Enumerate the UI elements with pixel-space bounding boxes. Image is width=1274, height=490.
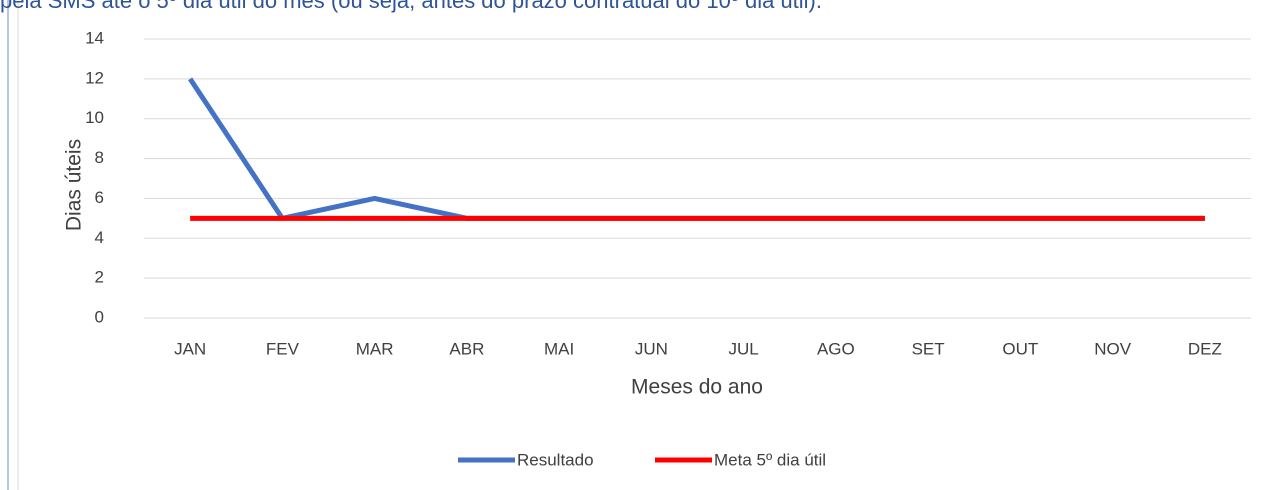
x-tick-label: MAI [544, 339, 574, 358]
x-tick-label: JAN [174, 339, 206, 358]
y-tick-label: 0 [95, 307, 104, 326]
paragraph-text: pela SMS até o 5º dia útil do mês (ou se… [0, 0, 822, 13]
x-tick-label: ABR [449, 339, 484, 358]
y-tick-label: 10 [85, 108, 104, 127]
legend-label: Meta 5º dia útil [714, 450, 826, 469]
x-tick-label: AGO [817, 339, 855, 358]
x-tick-label: OUT [1002, 339, 1038, 358]
x-tick-label: DEZ [1188, 339, 1222, 358]
x-tick-label: SET [912, 339, 945, 358]
y-tick-label: 4 [95, 228, 104, 247]
legend-label: Resultado [517, 450, 594, 469]
y-tick-label: 14 [85, 28, 104, 47]
y-axis-label: Dias úteis [63, 139, 86, 231]
x-tick-label: JUN [635, 339, 668, 358]
y-tick-label: 2 [95, 268, 104, 287]
y-tick-label: 12 [85, 68, 104, 87]
x-tick-label: JUL [729, 339, 759, 358]
y-tick-label: 6 [95, 188, 104, 207]
x-tick-label: MAR [356, 339, 394, 358]
x-axis-label: Meses do ano [631, 376, 763, 399]
x-tick-label: FEV [266, 339, 300, 358]
data-line [188, 77, 1205, 221]
x-tick-label: NOV [1094, 339, 1132, 358]
y-tick-label: 8 [95, 148, 104, 167]
